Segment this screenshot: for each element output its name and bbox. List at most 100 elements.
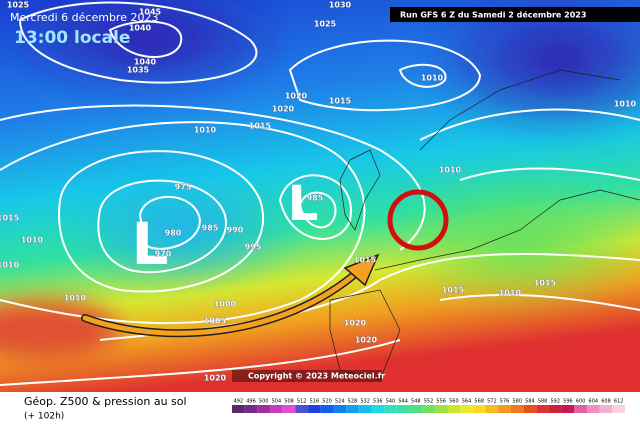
isobar-label: 1010	[499, 289, 522, 298]
scale-swatch	[409, 405, 423, 413]
scale-label: 496	[246, 399, 256, 405]
scale-label: 500	[259, 399, 269, 405]
isobar-label: 985	[307, 194, 324, 203]
isobar-labels: 1025104510401040103510301025101010201020…	[0, 0, 637, 383]
scale-label: 564	[462, 399, 472, 405]
scale-label: 556	[436, 399, 446, 405]
low-pressure-symbol: L	[288, 176, 319, 232]
isobar-label: 970	[155, 250, 172, 259]
scale-label: 608	[601, 399, 611, 405]
scale-label: 536	[373, 399, 383, 405]
scale-swatch	[308, 405, 321, 413]
scale-swatch	[434, 405, 448, 413]
scale-swatch	[358, 405, 372, 413]
isobar-label: 1010	[439, 166, 462, 175]
scale-swatch	[232, 405, 245, 413]
isobar-label: 1010	[194, 126, 217, 135]
isobar-label: 1025	[314, 20, 337, 29]
scale-label: 520	[322, 399, 332, 405]
isobar-label: 1005	[204, 317, 227, 326]
isobar-label: 1020	[272, 105, 295, 114]
isobar-label: 1010	[64, 294, 87, 303]
scale-label: 576	[500, 399, 510, 405]
scale-label: 604	[589, 399, 599, 405]
scale-label: 508	[284, 399, 294, 405]
scale-swatch	[460, 405, 473, 413]
scale-label: 568	[474, 399, 484, 405]
scale-swatch	[574, 405, 587, 413]
scale-label: 512	[297, 399, 307, 405]
scale-label: 492	[234, 399, 244, 405]
isobar-label: 1030	[329, 1, 352, 10]
scale-swatch	[282, 405, 296, 413]
scale-label: 588	[538, 399, 548, 405]
isobar-label: 1020	[344, 319, 367, 328]
isobar-label: 1010	[21, 236, 44, 245]
scale-swatch	[498, 405, 511, 413]
scale-label: 528	[348, 399, 358, 405]
geopotential-field	[0, 0, 640, 360]
color-scale: 492 496 500 504 508 512 516 520 524 528 532 536 540 5…	[232, 399, 625, 413]
isobar-label: 995	[245, 243, 262, 252]
isobar-label: 1010	[0, 261, 20, 270]
scale-label: 580	[512, 399, 522, 405]
scale-label: 572	[487, 399, 497, 405]
scale-swatch	[612, 405, 625, 413]
isobar-label: 1010	[614, 100, 637, 109]
scale-swatch	[447, 405, 461, 413]
scale-swatch	[346, 405, 359, 413]
scale-label: 584	[525, 399, 535, 405]
isobar-label: 1015	[442, 286, 465, 295]
isobar-label: 980	[165, 229, 182, 238]
isobar-label: 1015	[534, 279, 557, 288]
isobar-label: 1020	[285, 92, 308, 101]
copyright-box	[232, 370, 382, 382]
isobar-label: 1040	[129, 24, 152, 33]
isobar-label: 1015	[0, 214, 20, 223]
scale-label: 544	[398, 399, 408, 405]
scale-swatch	[586, 405, 600, 413]
isobar-label: 1040	[134, 58, 157, 67]
isobars	[0, 1, 640, 386]
scale-swatch	[257, 405, 271, 413]
scale-swatch	[510, 405, 524, 413]
isobar-label: 1045	[139, 8, 162, 17]
scale-label: 548	[411, 399, 421, 405]
scale-swatch	[295, 405, 309, 413]
scale-swatch	[396, 405, 410, 413]
scale-swatch	[523, 405, 537, 413]
isobar-label: 1010	[421, 74, 444, 83]
scale-swatch	[384, 405, 397, 413]
scale-swatch	[371, 405, 385, 413]
isobar-label: 1035	[127, 66, 150, 75]
isobar-label: 1020	[355, 336, 378, 345]
copyright: Copyright © 2023 Meteociel.fr	[248, 372, 385, 381]
isobar-label: 975	[175, 183, 192, 192]
scale-swatch	[561, 405, 575, 413]
run-box	[390, 7, 640, 22]
arrow-head	[343, 253, 380, 287]
scale-label: 524	[335, 399, 345, 405]
scale-swatch	[244, 405, 258, 413]
coastlines	[329, 69, 640, 381]
isobar-label: 1025	[7, 1, 30, 10]
forecast-date: Mercredi 6 décembre 2023	[10, 11, 158, 24]
scale-swatch	[333, 405, 347, 413]
scale-label: 560	[449, 399, 459, 405]
isobar-label: 1020	[204, 374, 227, 383]
scale-label: 592	[551, 399, 561, 405]
scale-swatch	[548, 405, 562, 413]
run-info: Run GFS 6 Z du Samedi 2 décembre 2023	[400, 10, 586, 20]
isobar-label: 990	[227, 226, 244, 235]
scale-label: 532	[360, 399, 370, 405]
legend-title: Géop. Z500 & pression au sol	[24, 395, 187, 408]
isobar-label: 985	[202, 224, 219, 233]
scale-label: 552	[424, 399, 434, 405]
low-pressure-symbol: L	[132, 210, 169, 278]
scale-label: 612	[614, 399, 624, 405]
scale-label: 596	[563, 399, 573, 405]
scale-swatch	[422, 405, 435, 413]
isobar-label: 1015	[354, 256, 377, 265]
scale-label: 516	[310, 399, 320, 405]
scale-label: 504	[272, 399, 282, 405]
